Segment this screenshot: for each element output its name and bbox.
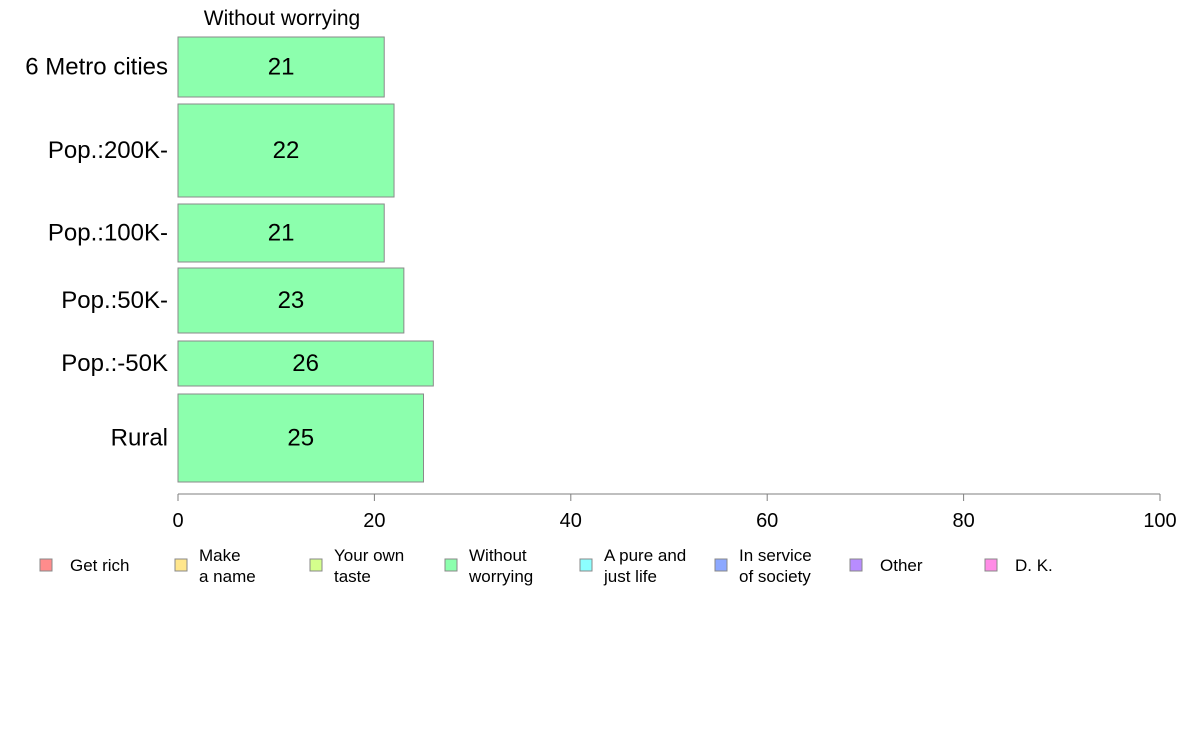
- legend-label: D. K.: [1015, 556, 1053, 575]
- legend-swatch: [174, 558, 188, 572]
- legend-label: worrying: [468, 567, 533, 586]
- bar: [177, 393, 424, 483]
- legend-label: just life: [603, 567, 657, 586]
- legend-swatch: [579, 558, 593, 572]
- legend-label: Get rich: [70, 556, 130, 575]
- legend-label: Your own: [334, 546, 404, 565]
- x-axis: 0 20 40 60 80 100: [172, 493, 1177, 532]
- legend-swatch: [849, 558, 863, 572]
- x-tick-label: 0: [172, 510, 183, 532]
- bar-value-label: 21: [268, 220, 295, 247]
- bar: [177, 203, 385, 263]
- legend-swatch: [309, 558, 323, 572]
- legend-label: Make: [199, 546, 241, 565]
- legend-swatch: [39, 558, 53, 572]
- x-tick-label: 100: [1143, 510, 1176, 532]
- legend-swatch: [714, 558, 728, 572]
- bar-value-label: 23: [278, 287, 305, 314]
- legend-label: A pure and: [604, 546, 686, 565]
- legend-label: Other: [880, 556, 923, 575]
- category-label: Pop.:200K-: [48, 137, 168, 164]
- bar-value-label: 25: [287, 425, 314, 452]
- bar-value-label: 21: [268, 54, 295, 81]
- category-label: Pop.:100K-: [48, 220, 168, 247]
- legend-label: taste: [334, 567, 371, 586]
- legend: Get rich Make a name Your own taste Without wo…: [39, 546, 1053, 586]
- legend-label: In service: [739, 546, 812, 565]
- bar: [177, 103, 395, 198]
- category-label: Pop.:50K-: [61, 287, 168, 314]
- category-label: Rural: [111, 425, 168, 452]
- category-label: 6 Metro cities: [25, 54, 168, 81]
- x-tick-label: 20: [363, 510, 385, 532]
- bar: [177, 267, 405, 334]
- chart-title: Without worrying: [204, 7, 360, 30]
- legend-label: of society: [739, 567, 811, 586]
- x-tick-label: 80: [952, 510, 974, 532]
- legend-label: a name: [199, 567, 256, 586]
- legend-swatch: [984, 558, 998, 572]
- legend-label: Without: [469, 546, 527, 565]
- category-label: Pop.:-50K: [61, 350, 168, 377]
- bar: [177, 340, 434, 387]
- bar: [177, 36, 385, 98]
- bar-value-label: 22: [273, 137, 300, 164]
- legend-swatch: [444, 558, 458, 572]
- x-tick-label: 40: [560, 510, 582, 532]
- bar-value-label: 26: [292, 350, 319, 377]
- bars-group: 21 6 Metro cities 22 Pop.:200K- 21 Pop.:100K-…: [25, 36, 434, 483]
- x-tick-label: 60: [756, 510, 778, 532]
